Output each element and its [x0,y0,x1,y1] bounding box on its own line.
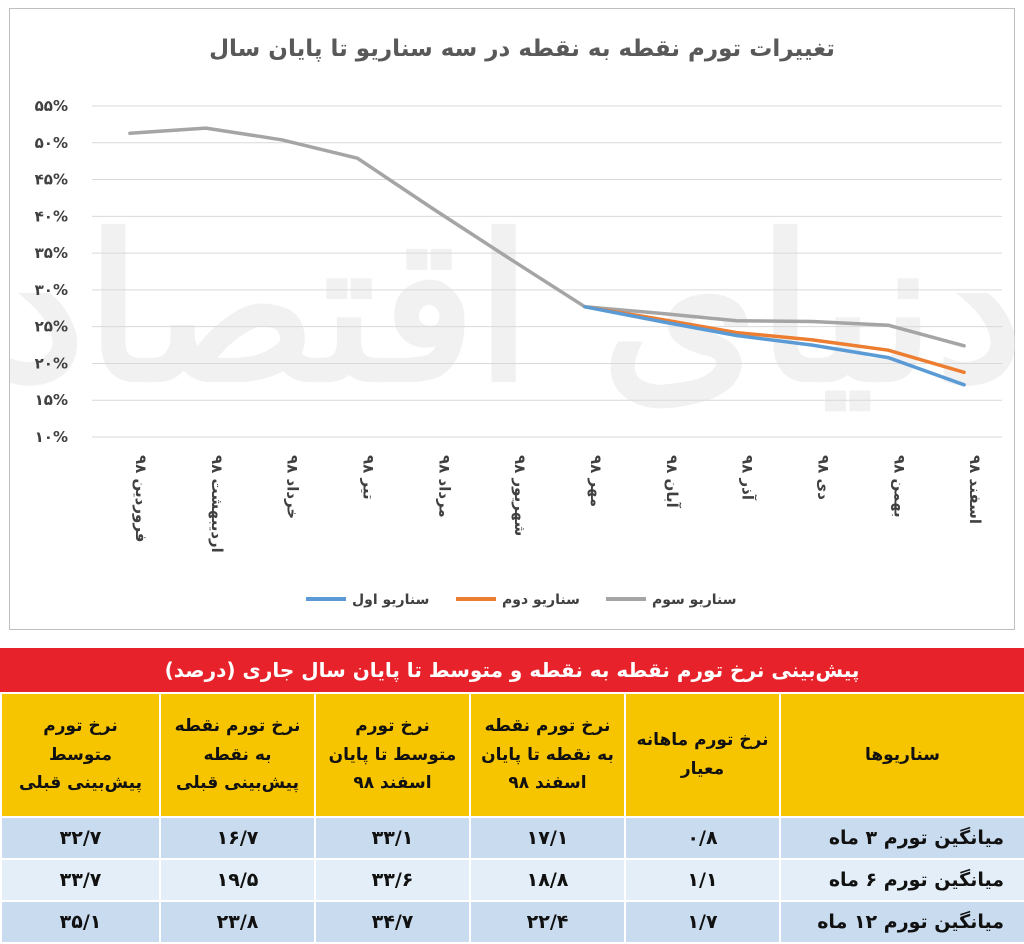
legend-label: سناریو اول [352,592,429,608]
watermark-text: دنیای اقتصاد [10,192,1016,427]
x-tick-label: خرداد ۹۸ [284,455,302,519]
y-tick-label: ۲۰% [35,354,68,372]
y-tick-label: ۲۵% [35,318,68,336]
cell-value: ۳۵/۱ [0,900,161,944]
cell-value: ۰/۸ [624,816,781,860]
forecast-table-section: پیش‌بینی نرخ تورم نقطه به نقطه و متوسط ت… [0,648,1024,944]
y-tick-label: ۴۵% [35,171,68,189]
legend-label: سناریو سوم [652,592,737,608]
y-tick-label: ۴۰% [35,207,68,225]
x-tick-label: بهمن ۹۸ [890,455,908,518]
cell-value: ۲۲/۴ [469,900,626,944]
x-tick-label: مرداد ۹۸ [435,455,453,518]
legend-label: سناریو دوم [502,592,580,608]
x-tick-label: مهر ۹۸ [587,455,605,507]
cell-value: ۱۶/۷ [159,816,316,860]
header-prev-p2p: نرخ تورم نقطه به نقطه پیش‌بینی قبلی [159,692,316,818]
y-tick-label: ۳۵% [35,244,68,262]
x-tick-label: آبان ۹۸ [663,455,681,509]
header-scenarios: سناریوها [779,692,1024,818]
cell-value: ۳۴/۷ [314,900,471,944]
header-p2p-rate: نرخ تورم نقطه به نقطه تا پایان اسفند ۹۸ [469,692,626,818]
cell-value: ۱/۷ [624,900,781,944]
series-line-2 [583,305,966,375]
table-row: میانگین تورم ۱۲ ماه ۱/۷ ۲۲/۴ ۳۴/۷ ۲۳/۸ ۳… [0,900,1024,944]
header-monthly-rate: نرخ تورم ماهانه معیار [624,692,781,818]
cell-value: ۳۳/۶ [314,858,471,902]
cell-value: ۳۳/۱ [314,816,471,860]
cell-value: ۱۹/۵ [159,858,316,902]
x-tick-label: اسفند ۹۸ [966,455,984,524]
row-scenario: میانگین تورم ۶ ماه [779,858,1024,902]
y-tick-label: ۵۰% [35,134,68,152]
watermark: دنیای اقتصاد [10,192,1016,427]
forecast-table: سناریوها نرخ تورم ماهانه معیار نرخ تورم … [0,692,1024,944]
cell-value: ۱/۱ [624,858,781,902]
line-chart: دنیای اقتصاد تغییرات تورم نقطه به نقطه د… [10,36,1016,608]
cell-value: ۳۳/۷ [0,858,161,902]
x-tick-label: تیر ۹۸ [359,455,377,500]
y-tick-label: ۵۵% [35,97,68,115]
table-header-row: سناریوها نرخ تورم ماهانه معیار نرخ تورم … [0,692,1024,818]
x-tick-label: دی ۹۸ [814,455,832,500]
chart-legend: سناریو اول سناریو دوم سناریو سوم [306,592,737,608]
y-tick-label: ۱۰% [35,428,68,446]
series-line-3 [128,126,966,348]
x-tick-label: شهریور ۹۸ [511,455,529,536]
cell-value: ۲۳/۸ [159,900,316,944]
x-tick-label: اردیبهشت ۹۸ [208,455,226,553]
chart-frame: دنیای اقتصاد تغییرات تورم نقطه به نقطه د… [9,8,1016,630]
row-scenario: میانگین تورم ۳ ماه [779,816,1024,860]
chart-title: تغییرات تورم نقطه به نقطه در سه سناریو ت… [209,36,835,62]
y-tick-label: ۱۵% [35,391,68,409]
y-tick-label: ۳۰% [35,281,68,299]
series-line-1 [583,305,966,387]
row-scenario: میانگین تورم ۱۲ ماه [779,900,1024,944]
x-tick-label: آذر ۹۸ [739,455,757,501]
x-tick-label: فروردین ۹۸ [132,455,150,542]
table-row: میانگین تورم ۳ ماه ۰/۸ ۱۷/۱ ۳۳/۱ ۱۶/۷ ۳۲… [0,816,1024,860]
header-prev-avg: نرخ تورم متوسط پیش‌بینی قبلی [0,692,161,818]
cell-value: ۳۲/۷ [0,816,161,860]
header-avg-rate: نرخ تورم متوسط تا پایان اسفند ۹۸ [314,692,471,818]
cell-value: ۱۸/۸ [469,858,626,902]
cell-value: ۱۷/۱ [469,816,626,860]
table-title: پیش‌بینی نرخ تورم نقطه به نقطه و متوسط ت… [0,648,1024,692]
table-row: میانگین تورم ۶ ماه ۱/۱ ۱۸/۸ ۳۳/۶ ۱۹/۵ ۳۳… [0,858,1024,902]
